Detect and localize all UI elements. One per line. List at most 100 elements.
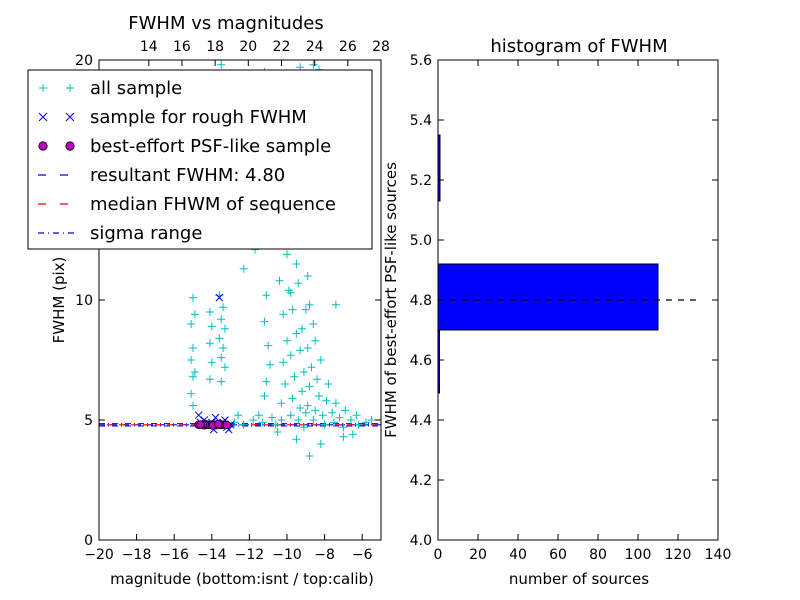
data-point xyxy=(298,387,307,396)
data-point xyxy=(314,392,323,400)
top-x-tick-label: 16 xyxy=(173,39,191,55)
data-point xyxy=(294,279,303,288)
x-tick-label: 100 xyxy=(625,547,652,563)
data-point xyxy=(219,303,228,312)
legend-label: all sample xyxy=(90,78,182,99)
data-point xyxy=(262,377,271,386)
data-point xyxy=(316,356,325,364)
data-point xyxy=(292,435,301,444)
x-tick-label: 80 xyxy=(589,547,607,563)
scatter-title: FWHM vs magnitudes xyxy=(128,13,323,34)
data-point xyxy=(324,380,333,388)
data-point xyxy=(339,432,348,441)
data-point xyxy=(217,60,226,69)
x-tick-label: −12 xyxy=(235,547,265,563)
data-point xyxy=(65,141,75,151)
data-point xyxy=(262,291,271,300)
x-tick-label: 40 xyxy=(509,547,527,563)
data-point xyxy=(275,276,284,285)
data-point xyxy=(38,112,48,122)
data-point xyxy=(190,368,199,376)
data-point xyxy=(267,413,276,422)
y-tick-label: 5.2 xyxy=(410,173,432,189)
data-point xyxy=(288,305,297,314)
legend-entry: best-effort PSF-like sample xyxy=(38,136,331,157)
data-point xyxy=(288,394,297,403)
data-point xyxy=(190,310,199,319)
data-point xyxy=(311,406,320,415)
data-point xyxy=(194,411,203,420)
data-point xyxy=(271,420,280,429)
data-point xyxy=(196,420,205,429)
top-x-tick-label: 24 xyxy=(306,39,324,55)
y-tick-label: 5.0 xyxy=(410,233,432,249)
data-point xyxy=(234,411,243,420)
data-point xyxy=(303,401,312,410)
data-point xyxy=(239,420,248,429)
scatter-series xyxy=(194,419,232,430)
top-x-tick-label: 22 xyxy=(273,39,291,55)
y-tick-label: 4.8 xyxy=(410,293,432,309)
data-point xyxy=(260,392,269,400)
data-point xyxy=(316,440,325,448)
data-point xyxy=(215,334,224,343)
data-point xyxy=(219,344,228,352)
legend-label: median FHWM of sequence xyxy=(90,194,336,215)
data-point xyxy=(187,356,196,364)
data-point xyxy=(335,413,344,422)
data-point xyxy=(266,360,275,369)
legend-entry: sample for rough FWHM xyxy=(38,107,307,128)
data-point xyxy=(331,300,340,309)
data-point xyxy=(284,286,293,295)
data-point xyxy=(290,372,299,381)
data-point xyxy=(286,351,295,360)
data-point xyxy=(189,293,197,302)
data-point xyxy=(294,416,303,424)
histogram-ylabel: FWHM of best-effort PSF-like sources xyxy=(382,162,400,438)
legend-entry: median FHWM of sequence xyxy=(38,194,336,215)
data-point xyxy=(65,112,75,122)
data-point xyxy=(214,419,223,429)
x-tick-label: 140 xyxy=(705,547,732,563)
data-point xyxy=(286,411,295,420)
data-point xyxy=(305,300,314,309)
y-tick-label: 0 xyxy=(84,533,93,549)
data-point xyxy=(296,404,305,412)
x-tick-label: −20 xyxy=(84,547,114,563)
y-tick-label: 20 xyxy=(75,53,93,69)
histogram-data-layer xyxy=(437,134,698,394)
legend-entry: all sample xyxy=(39,78,182,99)
y-tick-label: 4.2 xyxy=(410,473,432,489)
data-point xyxy=(311,336,320,345)
data-point xyxy=(189,401,197,410)
top-x-tick-label: 26 xyxy=(339,39,357,55)
data-point xyxy=(352,411,361,420)
data-point xyxy=(207,358,216,367)
y-tick-label: 4.4 xyxy=(410,413,432,429)
data-point xyxy=(279,310,288,319)
data-point xyxy=(305,382,314,391)
y-tick-label: 5 xyxy=(84,413,93,429)
data-point xyxy=(205,339,214,348)
data-point xyxy=(254,411,263,420)
data-point xyxy=(215,293,224,302)
legend-label: sigma range xyxy=(90,223,202,244)
data-point xyxy=(205,375,214,384)
data-point xyxy=(299,368,308,376)
data-point xyxy=(283,250,291,259)
data-point xyxy=(309,60,318,69)
data-point xyxy=(264,341,273,350)
data-point xyxy=(367,416,376,424)
scatter-xlabel: magnitude (bottom:isnt / top:calib) xyxy=(110,570,374,588)
data-point xyxy=(346,416,355,424)
data-point xyxy=(217,315,226,324)
data-point xyxy=(220,363,229,372)
data-point xyxy=(331,399,340,408)
data-point xyxy=(205,308,214,316)
x-tick-label: −14 xyxy=(197,547,227,563)
legend-entry: resultant FWHM: 4.80 xyxy=(38,165,285,186)
x-tick-label: −16 xyxy=(159,547,189,563)
top-x-tick-label: 20 xyxy=(239,39,257,55)
x-tick-label: 120 xyxy=(665,547,692,563)
